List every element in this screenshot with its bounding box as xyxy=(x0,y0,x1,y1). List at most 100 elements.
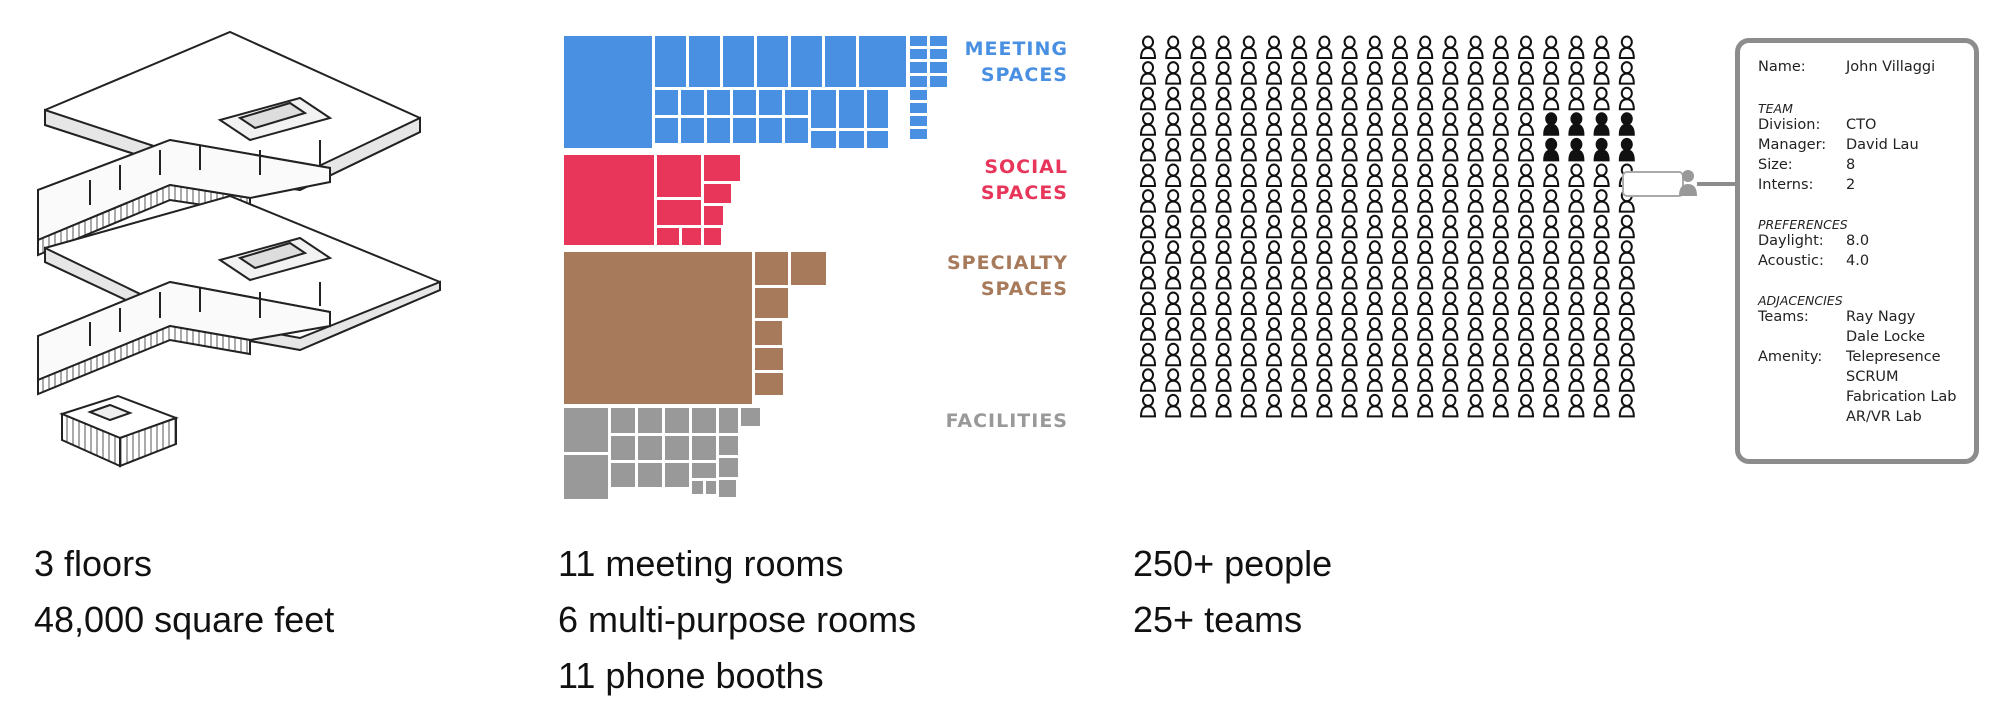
person-icon xyxy=(1618,317,1635,341)
person-icon xyxy=(1165,163,1182,187)
person-icon xyxy=(1442,112,1459,136)
people-stat: 250+ people xyxy=(1133,543,1333,584)
person-icon xyxy=(1240,86,1257,111)
person-icon xyxy=(1618,265,1635,290)
person-icon xyxy=(1139,368,1157,392)
person-icon xyxy=(1417,240,1434,264)
person-icon xyxy=(1618,342,1635,367)
person-icon xyxy=(1417,112,1434,136)
person-icon xyxy=(1265,112,1283,136)
person-icon xyxy=(1517,189,1535,213)
facility-tile xyxy=(719,480,736,497)
person-icon xyxy=(1165,137,1182,162)
specialty-spaces-label-line1: SPECIALTY xyxy=(947,252,1068,274)
specialty-space-tile xyxy=(791,252,826,285)
amenity-1: Telepresence xyxy=(1846,349,1941,365)
meeting-room-tile xyxy=(733,90,756,115)
person-icon xyxy=(1391,393,1409,418)
person-icon xyxy=(1492,189,1509,213)
person-icon xyxy=(1291,291,1308,315)
person-icon xyxy=(1442,291,1459,315)
person-icon xyxy=(1341,240,1358,264)
person-icon xyxy=(1139,189,1157,213)
person-icon xyxy=(1543,214,1560,239)
person-icon xyxy=(1417,393,1434,418)
person-icon xyxy=(1593,214,1610,239)
manager-value: David Lau xyxy=(1846,137,1919,153)
floor-plan-top xyxy=(37,30,421,257)
person-icon xyxy=(1316,61,1333,85)
person-icon xyxy=(1543,163,1560,187)
person-icon xyxy=(1139,214,1157,239)
person-icon xyxy=(1568,317,1585,341)
facility-tile xyxy=(692,436,716,460)
person-icon xyxy=(1316,35,1333,59)
person-icon xyxy=(1467,137,1484,162)
person-icon xyxy=(1391,214,1409,239)
person-icon xyxy=(1568,163,1585,187)
meeting-spaces-label-line1: MEETING xyxy=(964,38,1068,60)
person-icon xyxy=(1341,61,1358,85)
person-icon xyxy=(1265,265,1283,290)
person-icon xyxy=(1341,163,1358,187)
person-icon xyxy=(1341,137,1358,162)
person-icon xyxy=(1366,291,1383,315)
person-icon xyxy=(1215,342,1232,367)
person-icon xyxy=(1543,265,1560,290)
person-icon xyxy=(1517,214,1535,239)
person-icon xyxy=(1417,214,1434,239)
person-icon xyxy=(1316,317,1333,341)
person-icon xyxy=(1341,317,1358,341)
person-icon xyxy=(1190,163,1207,187)
building-stats: 3 floors 48,000 square feet xyxy=(34,536,334,648)
highlighted-person-icon xyxy=(1618,112,1635,136)
person-icon xyxy=(1366,86,1383,111)
amenity-3: Fabrication Lab xyxy=(1846,389,1957,405)
person-icon xyxy=(1492,291,1509,315)
phone-booth-tile xyxy=(910,36,927,46)
person-icon xyxy=(1543,35,1560,59)
person-icon xyxy=(1165,214,1182,239)
person-icon xyxy=(1366,368,1383,392)
person-icon xyxy=(1265,189,1283,213)
person-icon xyxy=(1341,291,1358,315)
teams-stat: 25+ teams xyxy=(1133,599,1303,640)
specialty-space-tile xyxy=(755,373,783,395)
manager-label: Manager: xyxy=(1758,137,1827,153)
person-icon xyxy=(1316,342,1333,367)
person-icon xyxy=(1593,342,1610,367)
facility-tile xyxy=(665,463,689,487)
person-icon xyxy=(1442,189,1459,213)
person-icon xyxy=(1467,214,1484,239)
phone-booth-tile xyxy=(910,90,927,100)
person-icon xyxy=(1316,240,1333,264)
person-icon xyxy=(1543,317,1560,341)
meeting-room-tile xyxy=(867,90,888,128)
acoustic-value: 4.0 xyxy=(1846,253,1870,269)
person-icon xyxy=(1391,189,1409,213)
person-icon xyxy=(1568,368,1585,392)
social-spaces-group xyxy=(564,155,740,245)
person-icon xyxy=(1417,86,1434,111)
phone-booth-tile xyxy=(910,62,927,73)
person-icon xyxy=(1165,35,1182,59)
meeting-room-tile xyxy=(811,90,836,128)
person-icon xyxy=(1291,61,1308,85)
facility-tile xyxy=(719,458,738,477)
person-icon xyxy=(1593,86,1610,111)
division-label: Division: xyxy=(1758,117,1821,133)
person-icon xyxy=(1190,137,1207,162)
facility-tile xyxy=(692,463,716,478)
meeting-room-tile xyxy=(655,36,686,87)
person-icon xyxy=(1341,393,1358,418)
meeting-room-tile xyxy=(859,36,906,87)
person-icon xyxy=(1593,291,1610,315)
phone-booths-stat: 11 phone booths xyxy=(558,655,824,696)
person-icon xyxy=(1517,393,1535,418)
person-icon xyxy=(1366,240,1383,264)
division-value: CTO xyxy=(1846,117,1877,133)
meeting-spaces-label: MEETING SPACES xyxy=(918,36,1068,88)
meeting-room-tile xyxy=(791,36,822,87)
